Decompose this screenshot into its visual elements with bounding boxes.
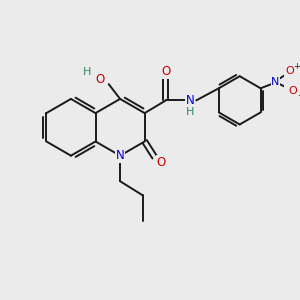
Text: H: H (83, 67, 91, 77)
Text: N: N (271, 77, 280, 87)
Text: N: N (186, 94, 194, 107)
Text: H: H (186, 107, 194, 117)
Text: O: O (156, 156, 166, 169)
Text: +: + (293, 62, 300, 71)
Text: O: O (161, 65, 171, 79)
Text: N: N (116, 149, 124, 162)
Text: O: O (288, 85, 297, 96)
Text: O: O (286, 66, 295, 76)
Text: −: − (297, 91, 300, 100)
Text: O: O (96, 73, 105, 85)
